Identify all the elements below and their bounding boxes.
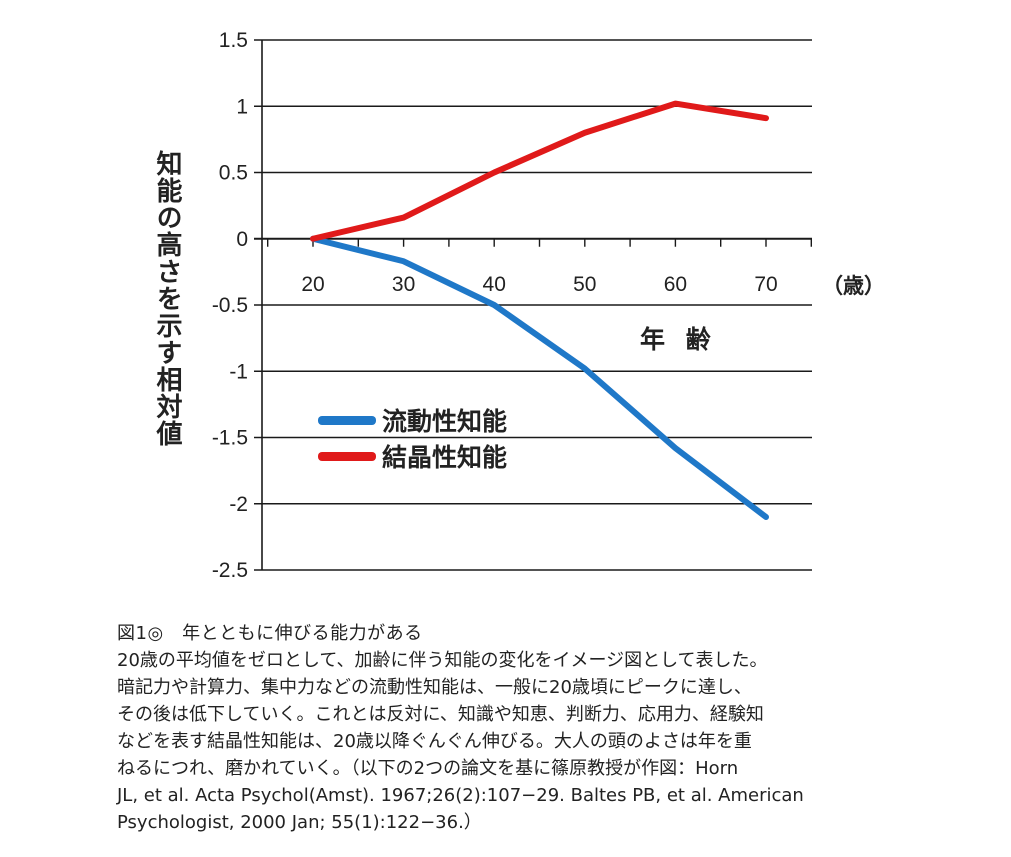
x-tick-label: 50 — [573, 273, 596, 296]
caption-line: JL, et al. Acta Psychol(Amst). 1967;26(2… — [117, 785, 804, 806]
x-axis-unit: （歳） — [822, 274, 885, 298]
legend-label-crystallized: 結晶性知能 — [382, 443, 508, 472]
y-tick-label: 1 — [236, 95, 248, 118]
x-axis: 20 30 40 50 60 70 — [267, 238, 812, 296]
caption-line: などを表す結晶性知能は、20歳以降ぐんぐん伸びる。大人の頭のよさは年を重 — [117, 731, 752, 752]
y-tick-label: -2.5 — [212, 559, 248, 582]
legend-label-fluid: 流動性知能 — [382, 407, 508, 436]
caption-line: 20歳の平均値をゼロとして、加齢に伴う知能の変化をイメージ図として表した。 — [117, 650, 768, 671]
chart: 1.5 1 0.5 0 -0.5 -1 -1.5 -2 -2.5 20 30 40 50 60 70 — [212, 29, 812, 582]
series-lines — [310, 100, 769, 520]
y-tick-label: -1 — [229, 360, 248, 383]
y-tick-label: 1.5 — [219, 29, 248, 52]
x-tick-label: 40 — [483, 273, 506, 296]
y-tick-label: 0 — [236, 228, 248, 251]
legend-item-fluid: 流動性知能 — [318, 402, 507, 438]
y-axis-label: 知能の高さを示す相対値 — [152, 150, 182, 447]
y-tick-label: -0.5 — [212, 294, 248, 317]
gridlines — [254, 39, 812, 571]
series-line-fluid — [310, 235, 769, 520]
caption-line: Psychologist, 2000 Jan; 55(1):122−36.） — [117, 812, 482, 833]
caption-title: 図1◎ 年とともに伸びる能力がある — [117, 623, 423, 644]
y-tick-label: 0.5 — [219, 162, 248, 185]
x-tick-label: 60 — [664, 273, 687, 296]
legend: 流動性知能 結晶性知能 — [318, 402, 507, 474]
caption-line: その後は低下していく。これとは反対に、知識や知恵、判断力、応用力、経験知 — [117, 704, 764, 725]
figure-caption: 図1◎ 年とともに伸びる能力がある 20歳の平均値をゼロとして、加齢に伴う知能の… — [117, 620, 917, 836]
y-tick-labels: 1.5 1 0.5 0 -0.5 -1 -1.5 -2 -2.5 — [212, 29, 248, 582]
x-axis-label: 年 齢 — [640, 325, 717, 354]
legend-swatch-fluid — [318, 415, 376, 425]
legend-item-crystallized: 結晶性知能 — [318, 438, 507, 474]
x-tick-label: 20 — [301, 273, 324, 296]
y-tick-label: -2 — [229, 493, 248, 516]
caption-line: ねるにつれ、磨かれていく。（以下の2つの論文を基に篠原教授が作図：Horn — [117, 758, 739, 779]
x-tick-label: 30 — [392, 273, 415, 296]
y-tick-label: -1.5 — [212, 427, 248, 450]
caption-line: 暗記力や計算力、集中力などの流動性知能は、一般に20歳頃にピークに達し、 — [117, 677, 752, 698]
series-line-crystallized — [310, 100, 769, 242]
x-tick-label: 70 — [754, 273, 777, 296]
legend-swatch-crystallized — [318, 451, 376, 461]
